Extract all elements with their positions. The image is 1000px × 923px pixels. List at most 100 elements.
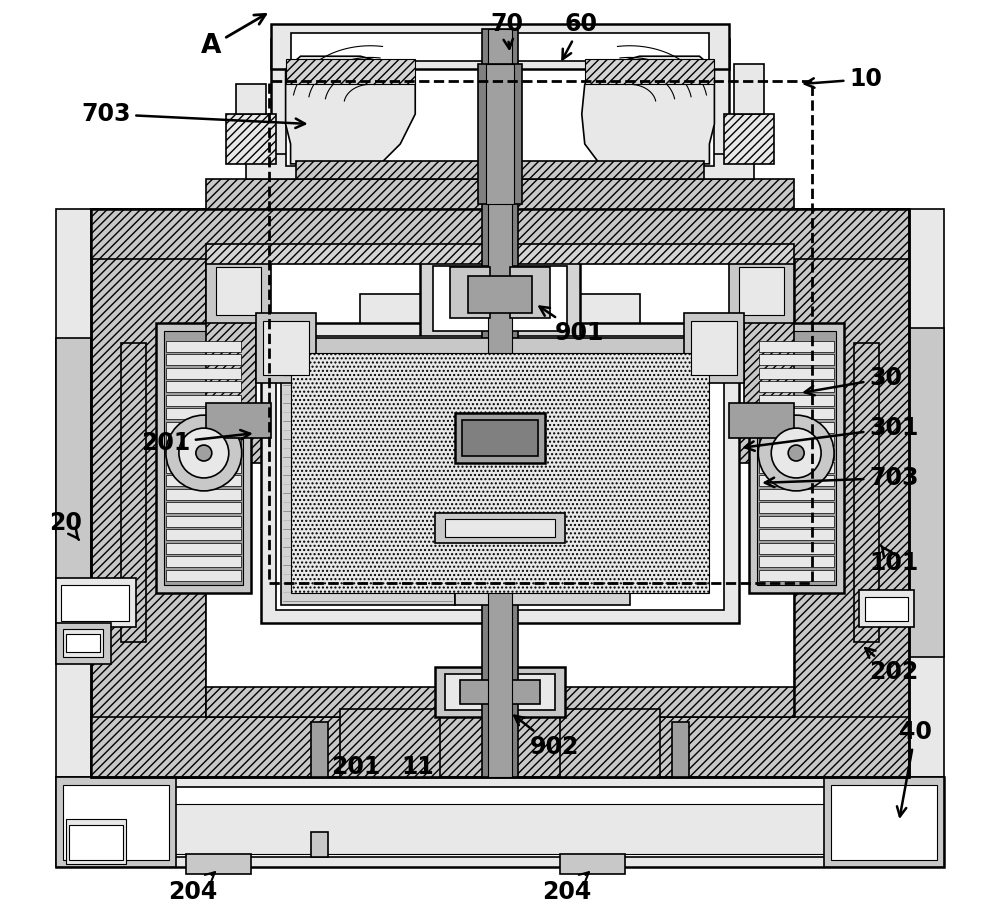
Bar — [166, 408, 241, 419]
Bar — [164, 331, 243, 584]
Bar — [61, 584, 129, 620]
Bar — [166, 543, 241, 554]
Bar — [166, 529, 241, 540]
Text: 201: 201 — [331, 755, 380, 779]
Bar — [56, 777, 944, 867]
Bar — [186, 854, 251, 874]
Bar — [749, 323, 844, 593]
Bar — [744, 258, 794, 433]
Bar — [455, 345, 630, 605]
Bar — [691, 321, 737, 376]
Bar — [759, 422, 834, 433]
Bar — [56, 578, 136, 628]
Bar — [286, 59, 415, 84]
Text: 201: 201 — [141, 430, 250, 455]
Text: 70: 70 — [490, 12, 523, 49]
Bar — [759, 341, 834, 352]
Bar — [166, 475, 241, 486]
Bar — [455, 414, 545, 463]
Bar — [91, 804, 909, 854]
Bar — [206, 258, 794, 717]
Circle shape — [771, 428, 821, 478]
Bar — [166, 367, 241, 378]
Bar — [206, 258, 256, 433]
Text: 301: 301 — [745, 416, 918, 450]
Bar — [478, 65, 522, 204]
Bar — [56, 622, 111, 665]
Bar — [226, 114, 276, 164]
Text: 10: 10 — [805, 67, 882, 91]
Bar — [206, 433, 794, 463]
Bar — [360, 294, 422, 343]
Bar — [560, 854, 625, 874]
Bar — [462, 420, 538, 456]
Bar — [672, 722, 689, 777]
Text: 703: 703 — [765, 466, 918, 490]
Bar — [291, 33, 709, 61]
Bar — [166, 354, 241, 366]
Bar — [311, 722, 328, 777]
Bar — [759, 435, 834, 446]
Bar — [166, 449, 241, 460]
Bar — [831, 785, 937, 860]
Text: 40: 40 — [897, 720, 932, 817]
Bar — [56, 209, 121, 777]
Bar — [724, 114, 774, 164]
Text: 204: 204 — [168, 872, 217, 904]
Bar — [445, 675, 555, 711]
Bar — [269, 81, 812, 583]
Bar — [460, 680, 540, 704]
Bar — [759, 475, 834, 486]
Bar — [91, 209, 909, 258]
Bar — [206, 179, 794, 209]
Bar — [854, 343, 879, 642]
Bar — [166, 502, 241, 513]
Text: 20: 20 — [49, 510, 82, 540]
Bar — [435, 667, 565, 717]
Text: 202: 202 — [865, 648, 918, 684]
Text: 204: 204 — [542, 872, 591, 904]
Bar — [759, 395, 834, 406]
Bar — [236, 84, 266, 114]
Text: 902: 902 — [514, 715, 579, 759]
Text: 30: 30 — [805, 366, 902, 395]
Bar — [824, 777, 944, 867]
Bar — [69, 825, 123, 860]
Polygon shape — [582, 56, 714, 164]
Bar — [271, 24, 729, 69]
Bar — [560, 709, 660, 777]
Bar — [486, 65, 514, 204]
Text: A: A — [201, 15, 266, 59]
Text: 901: 901 — [540, 306, 604, 345]
Bar — [510, 267, 550, 318]
Bar — [859, 590, 914, 628]
Text: 60: 60 — [562, 12, 598, 59]
Bar — [759, 489, 834, 500]
Bar — [156, 323, 251, 593]
Bar — [433, 266, 567, 331]
Text: 11: 11 — [402, 755, 435, 779]
Bar — [759, 449, 834, 460]
Bar — [585, 59, 714, 84]
Bar — [759, 557, 834, 567]
Bar — [63, 785, 169, 860]
Bar — [450, 267, 490, 318]
Bar — [286, 52, 714, 166]
Bar — [166, 557, 241, 567]
Bar — [76, 787, 924, 857]
Circle shape — [196, 445, 212, 461]
Bar — [206, 403, 271, 438]
Bar — [216, 267, 261, 316]
Bar — [166, 516, 241, 527]
Bar — [121, 343, 146, 642]
Bar — [256, 314, 316, 383]
Circle shape — [166, 415, 242, 491]
Bar — [66, 819, 126, 864]
Bar — [281, 345, 455, 605]
Bar — [909, 329, 944, 657]
Bar — [166, 569, 241, 581]
Bar — [757, 331, 836, 584]
Text: 703: 703 — [81, 102, 305, 128]
Bar — [63, 629, 103, 657]
Bar — [759, 381, 834, 392]
